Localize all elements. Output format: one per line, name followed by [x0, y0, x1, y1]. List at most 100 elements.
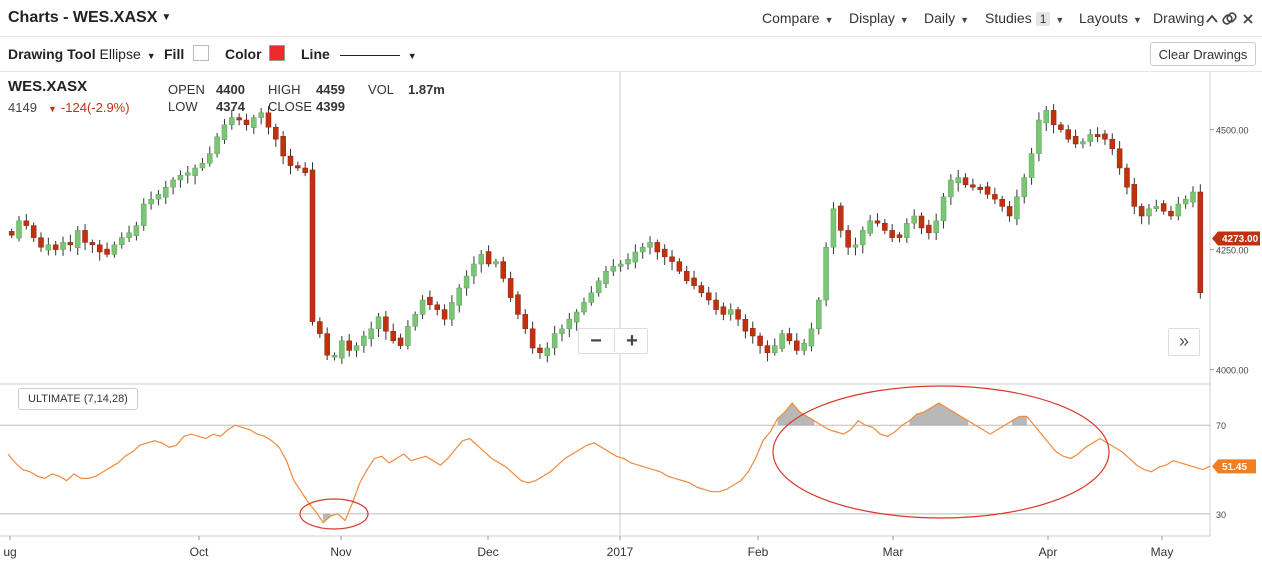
zoom-in-button[interactable]: + [614, 330, 649, 352]
candle-down [324, 333, 330, 356]
candle-up [192, 167, 198, 176]
drawing-controls [1206, 12, 1253, 25]
candle-up [1182, 198, 1189, 205]
candle-up [419, 299, 426, 315]
candle-down [896, 234, 903, 238]
high-value: 4459 [316, 82, 345, 97]
chevron-down-icon: ▼ [146, 51, 156, 61]
candle-up [1190, 191, 1196, 203]
scroll-forward-button[interactable]: » [1168, 328, 1200, 356]
candle-down [427, 296, 433, 306]
candle-down [735, 309, 741, 320]
candle-down [537, 347, 543, 354]
candle-up [412, 314, 418, 327]
candle-up [830, 208, 837, 248]
studies-menu[interactable]: Studies 1 ▼ [985, 10, 1065, 26]
candle-down [764, 345, 771, 354]
candle-down [654, 242, 661, 253]
x-tick-label: Apr [1039, 545, 1058, 559]
candle-up [867, 220, 873, 234]
candle-up [214, 136, 220, 154]
chevron-up-icon[interactable] [1206, 14, 1218, 23]
candle-down [698, 285, 705, 294]
candle-down [992, 194, 998, 200]
ultimate-oscillator-line [7, 402, 1211, 524]
candle-down [82, 230, 88, 243]
fill-label: Fill [164, 46, 185, 62]
candle-down [1065, 129, 1072, 140]
zoom-out-button[interactable]: − [590, 330, 602, 352]
candle-up [904, 222, 910, 238]
indicator-label[interactable]: ULTIMATE (7,14,28) [18, 388, 138, 410]
candle-down [926, 224, 932, 234]
candle-up [566, 318, 573, 330]
candle-up [258, 112, 264, 118]
candle-down [683, 270, 690, 282]
candle-up [1175, 203, 1182, 217]
chevron-down-icon: ▼ [1133, 15, 1142, 25]
candle-down [691, 277, 697, 286]
candle-up [126, 232, 132, 238]
candle-down [1006, 206, 1013, 217]
candle-down [882, 222, 888, 231]
x-tick-label: Oct [190, 545, 209, 559]
clear-drawings-button[interactable]: Clear Drawings [1150, 42, 1256, 66]
candle-up [816, 299, 822, 330]
osc-last-badge-label: 51.45 [1222, 462, 1247, 473]
drawing-tool-selector[interactable]: Drawing Tool Ellipse ▼ [8, 46, 156, 62]
candle-down [970, 184, 976, 188]
candle-down [742, 318, 749, 332]
candle-up [229, 117, 235, 126]
candle-down [434, 304, 440, 310]
candle-down [1124, 167, 1130, 188]
candle-up [1146, 208, 1152, 217]
candle-up [581, 302, 587, 313]
line-style-selector[interactable]: Line ▼ [301, 46, 417, 62]
candle-down [346, 340, 352, 351]
candle-up [647, 242, 653, 248]
display-menu[interactable]: Display ▼ [849, 10, 909, 26]
y-tick-label: 4000.00 [1216, 366, 1249, 376]
candle-up [251, 117, 257, 128]
chart-area[interactable]: ug Oct Nov Dec 2017 Feb Mar Apr May 4000.00 4250.0… [0, 72, 1262, 566]
drawing-menu[interactable]: Drawing [1153, 10, 1205, 26]
candle-down [309, 169, 316, 322]
candle-down [720, 306, 727, 315]
candle-down [1072, 136, 1079, 145]
interval-menu[interactable]: Daily ▼ [924, 10, 970, 26]
close-icon[interactable] [1243, 14, 1253, 24]
candle-up [823, 246, 829, 301]
candle-down [874, 220, 881, 224]
link-icon[interactable] [1222, 12, 1237, 25]
candle-up [948, 179, 954, 198]
x-tick-label: 2017 [607, 545, 634, 559]
candle-down [1094, 134, 1101, 138]
candle-down [265, 112, 272, 128]
candle-down [30, 225, 37, 238]
candle-up [852, 244, 859, 248]
candle-up [808, 328, 815, 347]
chart-title-dropdown[interactable]: Charts - WES.XASX ▼ [8, 9, 172, 26]
candle-up [595, 280, 602, 294]
candle-down [390, 330, 396, 342]
candle-up [207, 153, 213, 164]
osc-tick-label: 70 [1216, 421, 1226, 431]
candle-down [38, 237, 44, 248]
candle-down [918, 215, 925, 229]
chevron-down-icon: ▼ [161, 12, 172, 24]
candle-up [177, 174, 184, 181]
layouts-menu[interactable]: Layouts ▼ [1079, 10, 1142, 26]
candle-up [74, 230, 81, 248]
fill-color-swatch[interactable] [193, 45, 209, 61]
vol-value: 1.87m [408, 82, 445, 97]
candle-down [838, 205, 844, 231]
line-color-swatch[interactable] [269, 45, 285, 61]
candle-up [1043, 110, 1049, 124]
compare-menu[interactable]: Compare ▼ [762, 10, 834, 26]
x-tick-label: ug [3, 545, 16, 559]
line-style-preview [339, 54, 400, 56]
candle-up [1087, 134, 1094, 142]
x-tick-label: Dec [477, 545, 498, 559]
candle-down [67, 242, 74, 246]
candle-up [60, 242, 66, 250]
